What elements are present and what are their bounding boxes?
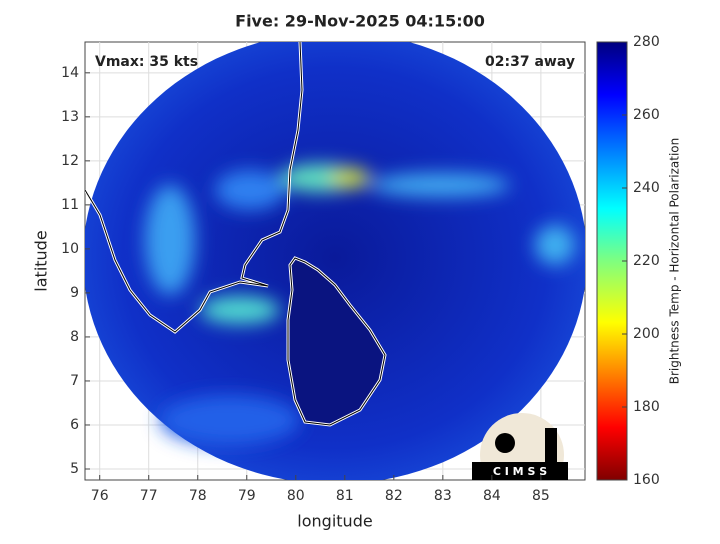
colorbar-tick-label: 200 [633, 326, 660, 342]
x-tick-label: 85 [532, 488, 550, 504]
x-axis-label: longitude [297, 512, 372, 531]
colorbar-label: Brightness Temp - Horizontal Polarizatio… [668, 138, 682, 385]
x-tick-label: 84 [483, 488, 501, 504]
y-tick-label: 5 [70, 461, 79, 477]
colorbar-tick-label: 220 [633, 253, 660, 269]
y-tick-label: 8 [70, 329, 79, 345]
x-tick-label: 79 [238, 488, 256, 504]
satellite-image [85, 42, 585, 480]
y-axis-label: latitude [32, 230, 51, 291]
sri-lanka [287, 257, 386, 426]
x-tick-label: 81 [336, 488, 354, 504]
y-tick-label: 12 [61, 153, 79, 169]
y-tick-label: 6 [70, 417, 79, 433]
y-tick-label: 11 [61, 197, 79, 213]
coastline [85, 42, 303, 333]
y-tick-label: 14 [61, 65, 79, 81]
x-tick-label: 77 [140, 488, 158, 504]
cimss-logo: C I M S S [472, 413, 568, 480]
colorbar-tick-label: 240 [633, 180, 660, 196]
x-tick-label: 78 [189, 488, 207, 504]
y-tick-label: 13 [61, 109, 79, 125]
y-tick-label: 9 [70, 285, 79, 301]
cloud-bands [145, 164, 575, 445]
x-tick-label: 83 [434, 488, 452, 504]
y-tick-label: 10 [61, 241, 79, 257]
annotation: Vmax: 35 kts [95, 54, 198, 70]
y-tick-label: 7 [70, 373, 79, 389]
title: Five: 29-Nov-2025 04:15:00 [235, 12, 485, 31]
colorbar-tick-label: 280 [633, 34, 660, 50]
annotation: 02:37 away [485, 54, 575, 70]
x-tick-label: 82 [385, 488, 403, 504]
swath [85, 42, 585, 480]
x-tick-label: 76 [91, 488, 109, 504]
logo-text: C I M S S [493, 465, 547, 478]
colorbar-tick-label: 260 [633, 107, 660, 123]
x-tick-label: 80 [287, 488, 305, 504]
colorbar-tick-label: 180 [633, 399, 660, 415]
colorbar-tick-label: 160 [633, 472, 660, 488]
